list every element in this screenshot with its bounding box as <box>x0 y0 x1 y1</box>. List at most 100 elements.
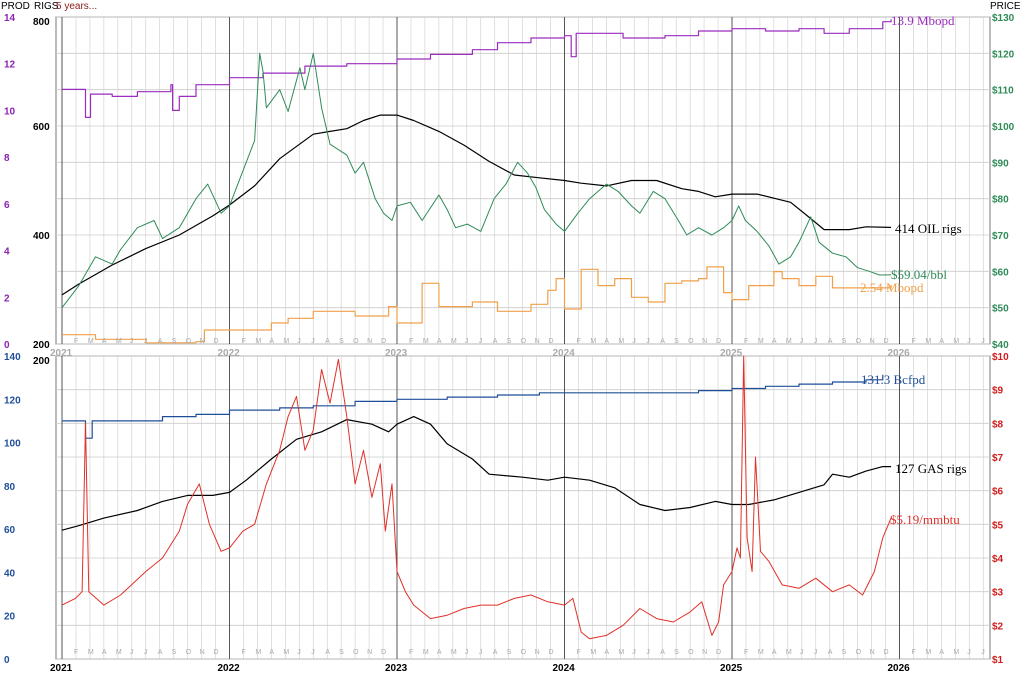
ngl-production-label: 2.54 Mbopd <box>860 280 924 295</box>
gas-series-group <box>61 355 892 640</box>
prod-tick-label: 2 <box>4 293 10 304</box>
oil-gridlines <box>56 16 990 345</box>
oil-series-group <box>61 19 892 344</box>
month-tick-label: D <box>381 338 386 345</box>
gas-price-label: $5.19/mmbtu <box>890 512 960 527</box>
month-tick-label: J <box>967 649 971 656</box>
month-tick-label: J <box>479 338 483 345</box>
month-tick-label: J <box>814 338 818 345</box>
prod-tick-label: 14 <box>4 13 16 24</box>
prod-tick-label: 40 <box>4 568 16 579</box>
month-tick-label: J <box>311 338 315 345</box>
year-tick-label: 2024 <box>553 348 576 359</box>
month-tick-label: N <box>535 649 540 656</box>
month-tick-label: A <box>660 649 665 656</box>
oil-panel-frame <box>55 16 991 345</box>
month-tick-label: M <box>925 338 931 345</box>
month-tick-label: S <box>674 649 679 656</box>
prod-tick-label: 12 <box>4 60 16 71</box>
price-tick-label: $8 <box>992 419 1004 430</box>
month-tick-label: F <box>409 338 413 345</box>
month-tick-label: O <box>856 649 862 656</box>
month-tick-label: M <box>88 338 94 345</box>
month-tick-label: M <box>255 649 261 656</box>
month-tick-label: J <box>479 649 483 656</box>
gas-gridlines <box>56 355 990 660</box>
month-tick-label: O <box>186 338 192 345</box>
month-tick-label: F <box>241 338 245 345</box>
month-tick-label: D <box>716 649 721 656</box>
month-tick-label: J <box>144 649 148 656</box>
gas-panel-frame <box>55 355 991 660</box>
month-tick-label: M <box>283 649 289 656</box>
month-tick-label: M <box>116 338 122 345</box>
month-tick-label: J <box>311 649 315 656</box>
month-tick-label: J <box>981 649 985 656</box>
oil-production-label: 13.9 Mbopd <box>891 13 955 28</box>
month-tick-label: M <box>423 649 429 656</box>
month-tick-label: M <box>618 649 624 656</box>
month-tick-label: A <box>493 338 498 345</box>
period-selector[interactable]: 5 years... <box>56 1 97 12</box>
price-tick-label: $3 <box>992 588 1004 599</box>
month-tick-label: D <box>214 649 219 656</box>
month-tick-label: O <box>856 338 862 345</box>
month-tick-label: A <box>437 338 442 345</box>
rigs-tick-label: 800 <box>33 17 50 28</box>
month-tick-label: S <box>339 338 344 345</box>
prod-tick-label: 100 <box>4 439 21 450</box>
month-tick-label: M <box>786 338 792 345</box>
month-tick-label: M <box>953 649 959 656</box>
month-tick-label: S <box>507 338 512 345</box>
price-tick-label: $6 <box>992 487 1004 498</box>
year-tick-label: 2025 <box>720 663 743 674</box>
month-tick-label: F <box>576 338 580 345</box>
oil-price-line <box>61 52 892 309</box>
price-tick-label: $4 <box>992 554 1004 565</box>
month-tick-label: J <box>800 338 804 345</box>
prod-tick-label: 0 <box>4 655 10 666</box>
prod-tick-label: 120 <box>4 395 21 406</box>
month-tick-label: J <box>646 338 650 345</box>
month-tick-label: J <box>800 649 804 656</box>
month-tick-label: F <box>241 649 245 656</box>
month-tick-label: S <box>172 338 177 345</box>
month-tick-label: M <box>255 338 261 345</box>
price-tick-label: $130 <box>992 13 1015 24</box>
month-tick-label: F <box>744 338 748 345</box>
price-tick-label: $90 <box>992 158 1009 169</box>
month-tick-label: D <box>884 338 889 345</box>
month-tick-label: M <box>618 338 624 345</box>
month-tick-label: S <box>339 649 344 656</box>
price-tick-label: $60 <box>992 267 1009 278</box>
month-tick-label: O <box>521 649 527 656</box>
prod-tick-label: 140 <box>4 352 21 363</box>
month-tick-label: A <box>939 649 944 656</box>
month-tick-label: O <box>353 649 359 656</box>
month-tick-label: J <box>130 338 134 345</box>
gas-price-line <box>61 355 892 640</box>
month-tick-label: A <box>269 649 274 656</box>
month-tick-label: D <box>716 338 721 345</box>
year-tick-label: 2023 <box>385 663 408 674</box>
month-tick-label: M <box>451 338 457 345</box>
rigs-tick-label: 400 <box>33 231 50 242</box>
prod-tick-label: 4 <box>4 247 10 258</box>
ngl-prod-line <box>62 266 892 344</box>
rigs-tick-label: 200 <box>33 356 50 367</box>
month-tick-label: J <box>144 338 148 345</box>
month-tick-label: A <box>325 338 330 345</box>
month-tick-label: J <box>465 649 469 656</box>
price-tick-label: $7 <box>992 453 1004 464</box>
month-tick-label: S <box>674 338 679 345</box>
month-tick-label: D <box>549 338 554 345</box>
price-axis-header: PRICE <box>990 1 1020 12</box>
month-tick-label: A <box>604 338 609 345</box>
month-tick-label: N <box>702 338 707 345</box>
month-tick-label: O <box>688 649 694 656</box>
prod-tick-label: 0 <box>4 340 10 351</box>
month-tick-label: A <box>828 338 833 345</box>
year-tick-label: 2025 <box>720 348 743 359</box>
month-tick-label: M <box>423 338 429 345</box>
